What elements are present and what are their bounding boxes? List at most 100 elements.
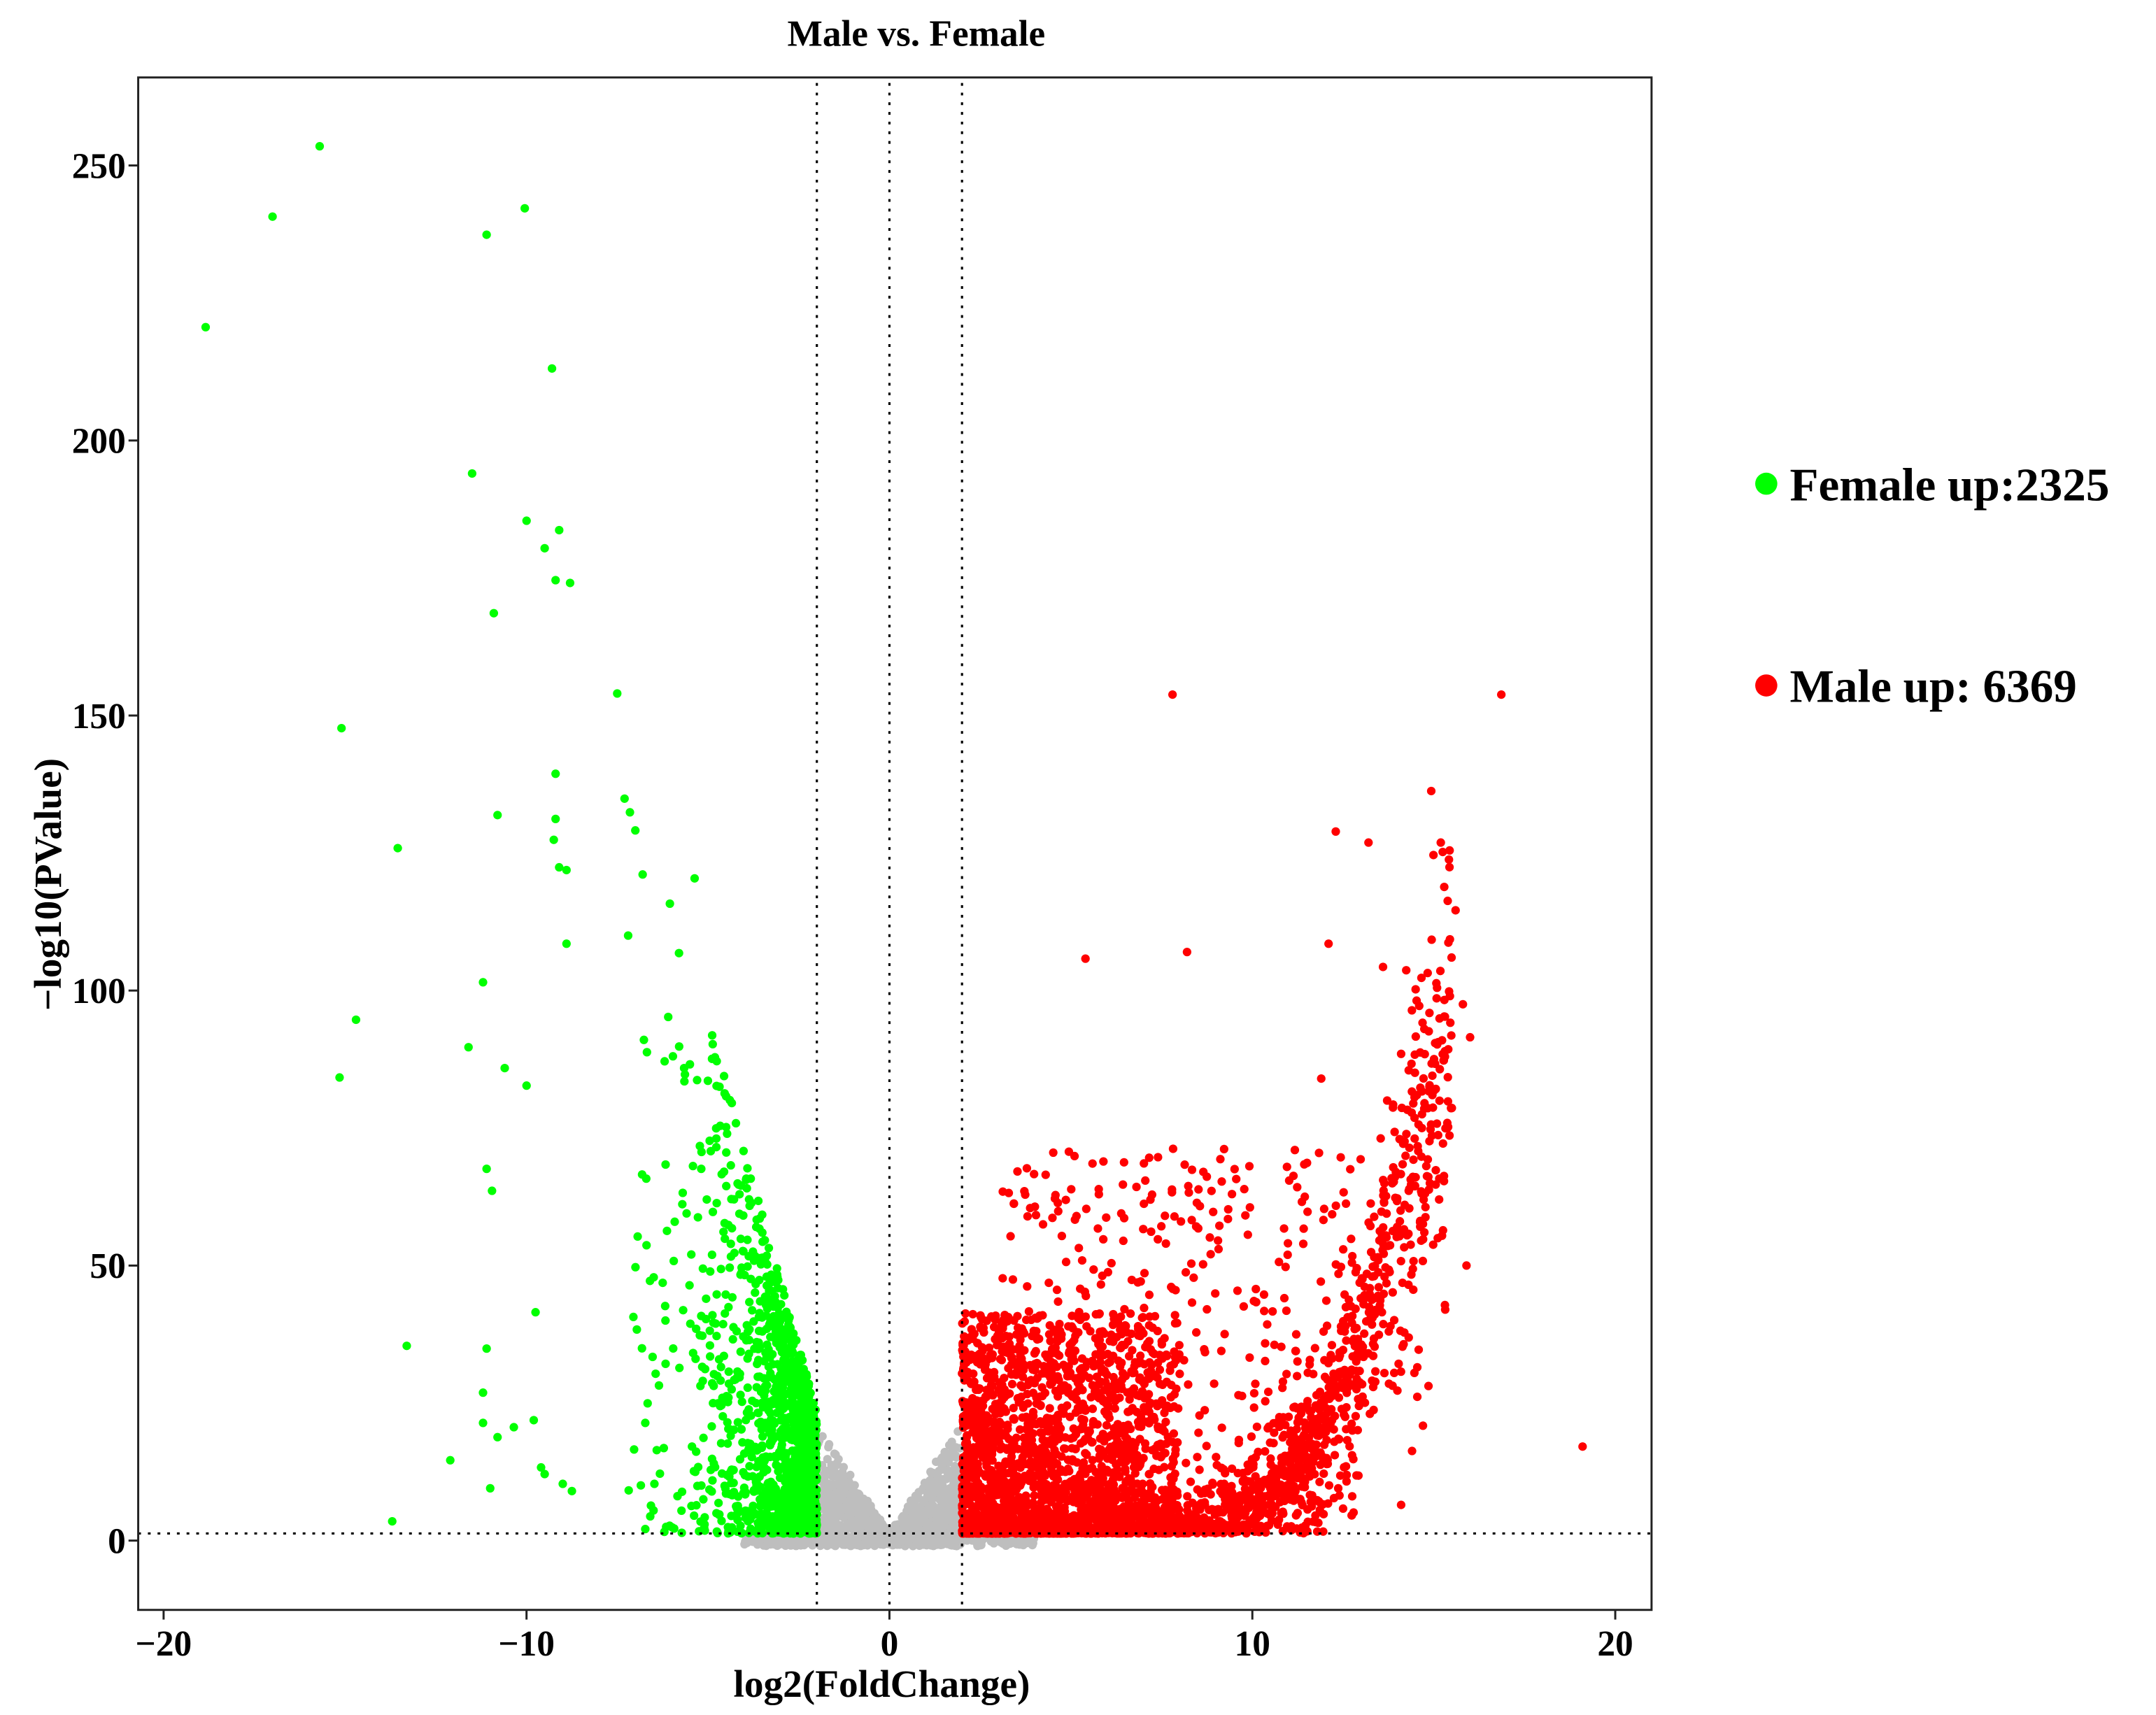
point-female-up: [547, 364, 557, 373]
point-male-up: [1411, 985, 1420, 994]
point-male-up: [1189, 1273, 1198, 1282]
point-male-up: [1268, 1307, 1277, 1316]
point-male-up: [1418, 1256, 1428, 1266]
point-female-up: [749, 1527, 758, 1536]
point-female-up: [790, 1403, 800, 1412]
point-male-up: [1426, 786, 1436, 796]
point-female-up: [488, 1186, 497, 1195]
point-male-up: [1102, 1421, 1112, 1430]
point-female-up: [783, 1458, 792, 1468]
point-not-significant: [940, 1447, 949, 1457]
point-male-up: [1422, 1172, 1431, 1181]
point-male-up: [1024, 1307, 1033, 1316]
point-female-up: [555, 525, 564, 535]
point-female-up: [748, 1396, 757, 1405]
point-male-up: [1428, 1103, 1438, 1112]
point-female-up: [662, 1226, 672, 1235]
point-female-up: [696, 1517, 705, 1526]
point-male-up: [1203, 1172, 1212, 1181]
point-female-up: [772, 1492, 781, 1501]
point-female-up: [791, 1416, 801, 1425]
point-male-up: [1328, 1209, 1337, 1219]
point-not-significant: [853, 1534, 863, 1543]
point-female-up: [804, 1504, 814, 1514]
point-male-up: [1331, 1201, 1340, 1210]
point-male-up: [1405, 1143, 1414, 1153]
point-male-up: [1205, 1233, 1214, 1242]
point-male-up: [1135, 1375, 1144, 1384]
point-female-up: [565, 578, 575, 588]
point-not-significant: [944, 1486, 953, 1495]
point-female-up: [730, 1248, 739, 1258]
point-not-significant: [846, 1523, 855, 1532]
point-male-up: [1425, 1009, 1434, 1018]
point-female-up: [520, 204, 530, 213]
point-not-significant: [831, 1450, 840, 1459]
point-female-up: [760, 1382, 770, 1391]
point-female-up: [794, 1474, 804, 1483]
point-male-up: [1319, 1527, 1328, 1536]
point-female-up: [727, 1511, 736, 1521]
point-female-up: [667, 1523, 676, 1532]
point-male-up: [1045, 1404, 1054, 1413]
point-male-up: [1275, 1258, 1284, 1267]
point-female-up: [693, 1463, 703, 1472]
point-female-up: [733, 1515, 742, 1525]
point-female-up: [712, 1198, 721, 1208]
point-male-up: [1356, 1155, 1366, 1164]
point-male-up: [1006, 1232, 1015, 1241]
point-female-up: [691, 1354, 700, 1363]
point-female-up: [632, 1325, 641, 1335]
point-female-up: [781, 1402, 790, 1411]
point-male-up: [1263, 1320, 1272, 1329]
point-not-significant: [1028, 1539, 1037, 1548]
point-male-up: [1191, 1328, 1201, 1337]
point-female-up: [798, 1444, 807, 1453]
point-male-up: [1321, 1296, 1331, 1305]
point-female-up: [660, 1302, 670, 1311]
point-not-significant: [942, 1474, 951, 1483]
point-female-up: [660, 1527, 669, 1537]
point-male-up: [1390, 1127, 1399, 1137]
point-female-up: [720, 1089, 729, 1098]
point-male-up: [1071, 1408, 1080, 1417]
point-female-up: [522, 1081, 531, 1090]
point-female-up: [680, 1076, 689, 1086]
point-female-up: [809, 1425, 819, 1434]
point-male-up: [1440, 882, 1449, 892]
point-female-up: [674, 1042, 683, 1051]
point-female-up: [721, 1309, 730, 1318]
point-male-up: [1209, 1207, 1218, 1216]
point-female-up: [708, 1039, 717, 1049]
point-not-significant: [820, 1504, 829, 1514]
point-female-up: [708, 1207, 718, 1216]
point-female-up: [633, 1232, 642, 1241]
point-not-significant: [952, 1453, 961, 1462]
point-female-up: [699, 1433, 708, 1442]
point-female-up: [692, 1324, 701, 1334]
point-not-significant: [930, 1536, 939, 1545]
point-female-up: [702, 1294, 711, 1303]
point-male-up: [1200, 1406, 1210, 1415]
point-female-up: [773, 1328, 783, 1338]
point-female-up: [717, 1169, 726, 1179]
point-female-up: [690, 874, 700, 883]
point-not-significant: [938, 1458, 947, 1467]
point-female-up: [493, 1432, 502, 1442]
point-female-up: [812, 1510, 821, 1519]
point-female-up: [562, 939, 571, 948]
point-female-up: [675, 1363, 684, 1372]
point-female-up: [790, 1467, 799, 1476]
point-female-up: [743, 1383, 752, 1393]
point-female-up: [670, 1217, 679, 1226]
point-female-up: [646, 1501, 655, 1510]
point-female-up: [714, 1510, 724, 1519]
point-male-up: [1277, 1342, 1286, 1351]
point-female-up: [772, 1397, 781, 1407]
point-not-significant: [828, 1517, 838, 1527]
point-not-significant: [914, 1525, 923, 1534]
point-male-up: [1214, 1221, 1224, 1230]
point-female-up: [620, 794, 629, 803]
point-female-up: [755, 1276, 764, 1285]
point-not-significant: [932, 1471, 942, 1480]
